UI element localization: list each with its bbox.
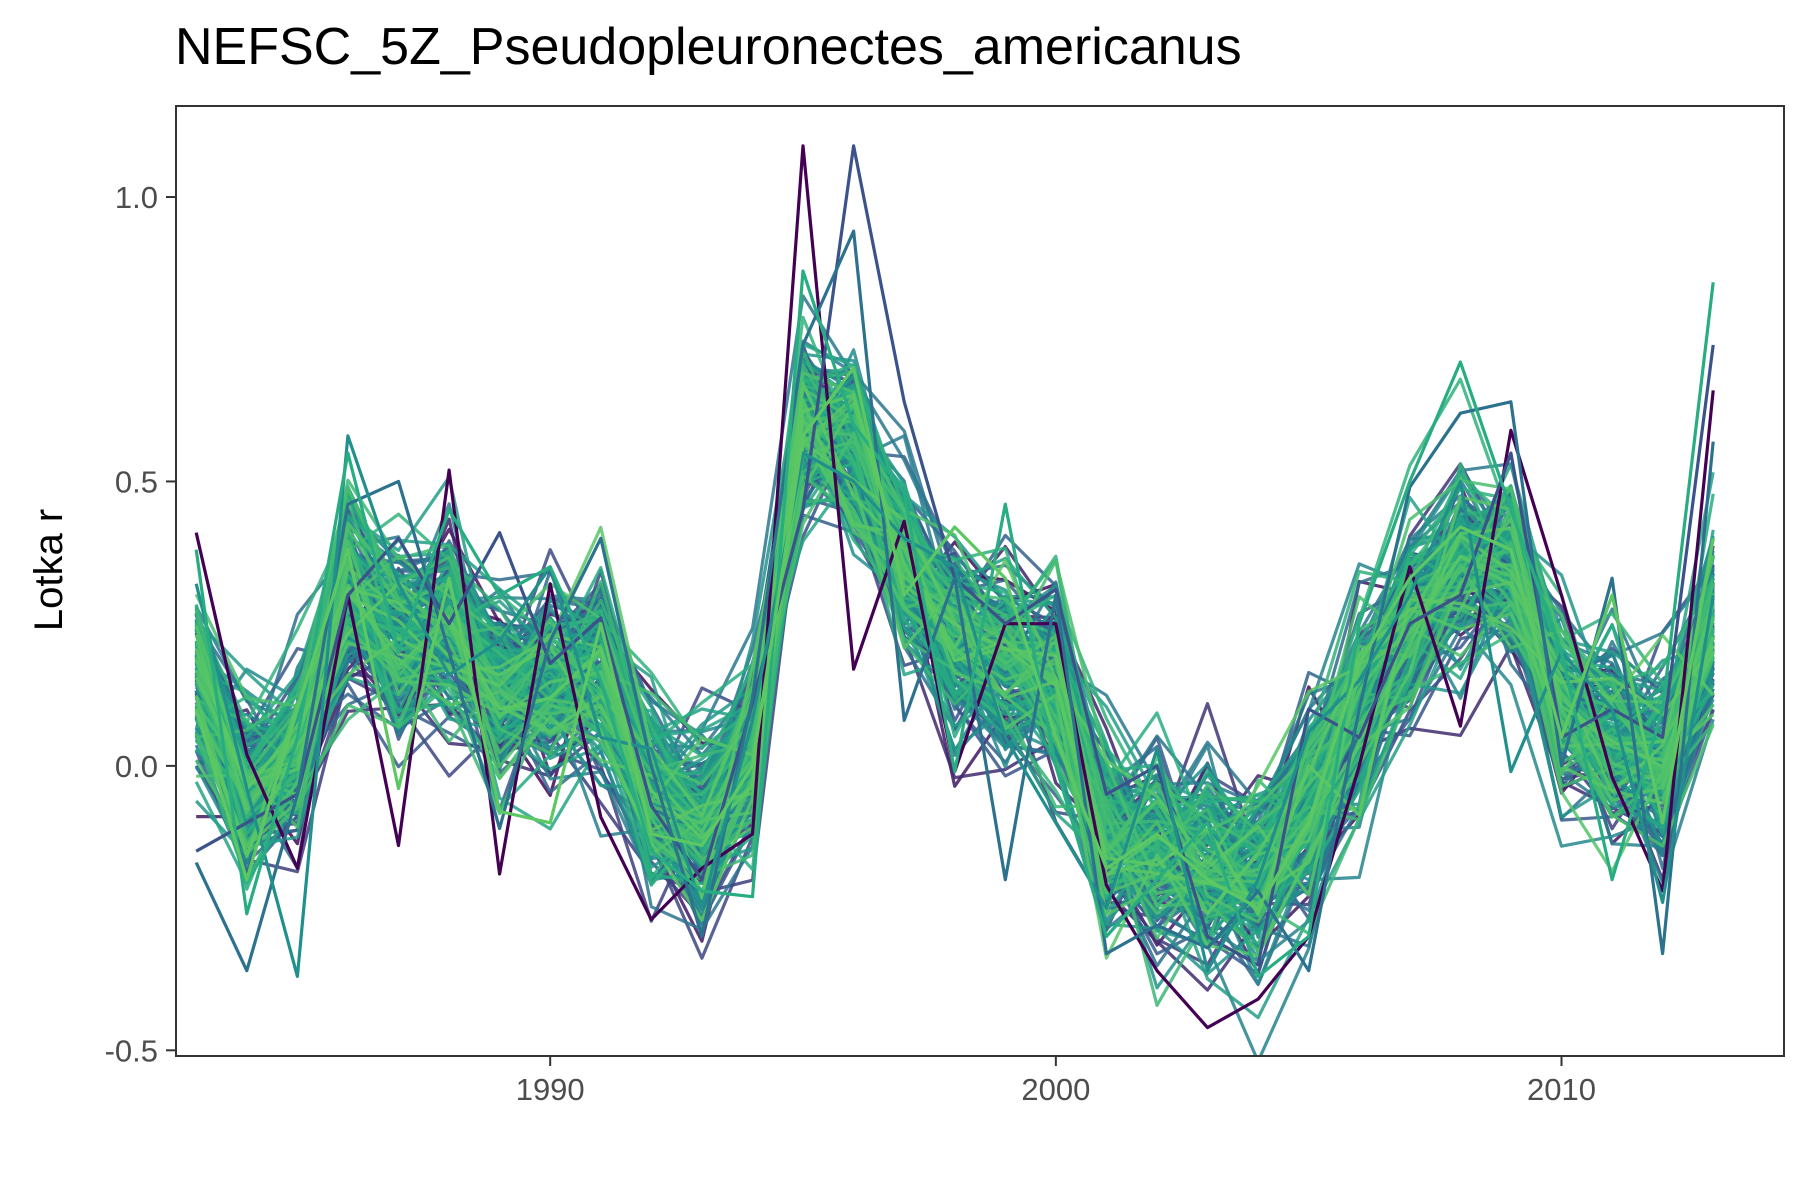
ensemble-line: [194, 315, 1715, 836]
y-axis: -0.5 0.0 0.5 1.0: [105, 180, 176, 1068]
y-tick-label: 0.0: [115, 749, 158, 784]
y-tick-label: -0.5: [105, 1033, 158, 1068]
y-tick-label: 1.0: [115, 180, 158, 215]
ensemble-line: [194, 393, 1715, 916]
series-line: [194, 269, 1715, 978]
ensemble-line: [194, 435, 1715, 905]
x-tick-label: 1990: [516, 1072, 585, 1107]
series-line: [194, 434, 1715, 978]
x-axis: 1990 2000 2010: [516, 1056, 1596, 1107]
panel-border: [175, 105, 1785, 1057]
y-axis-label: Lotka r: [27, 509, 71, 631]
series-lines: [194, 144, 1715, 1056]
x-tick-label: 2010: [1527, 1072, 1596, 1107]
chart-title: NEFSC_5Z_Pseudopleuronectes_americanus: [175, 18, 1242, 76]
y-tick-label: 0.5: [115, 464, 158, 499]
series-line: [194, 229, 1715, 973]
x-tick-label: 2000: [1021, 1072, 1090, 1107]
series-line: [194, 366, 1715, 910]
